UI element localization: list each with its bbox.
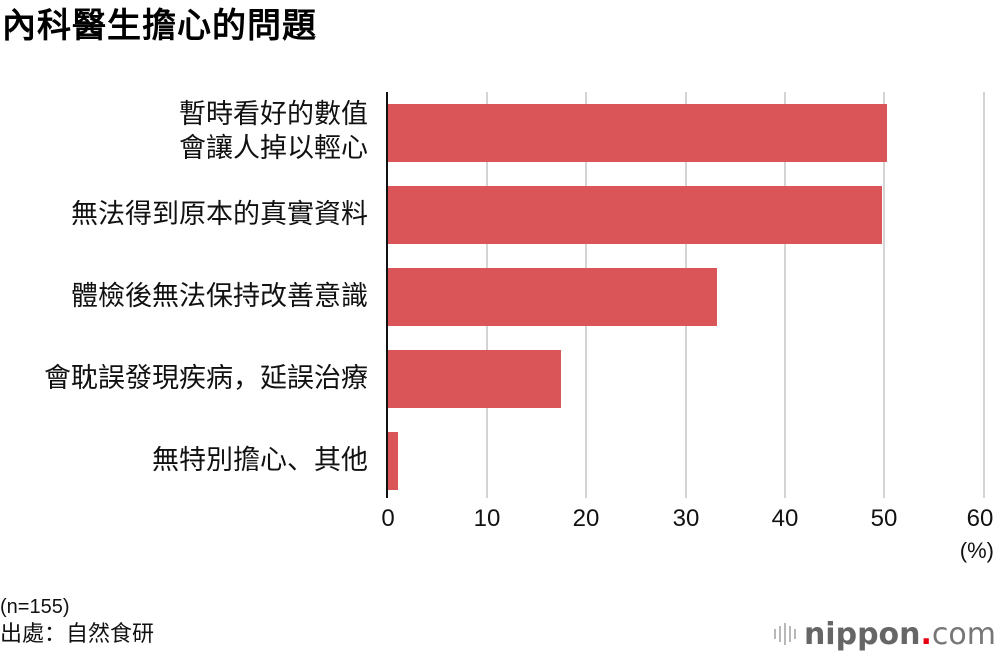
category-label-5: 無特別擔心、其他 — [152, 445, 368, 476]
category-label-1-line2: 會讓人掉以輕心 — [179, 133, 368, 164]
bar-1 — [388, 104, 887, 162]
bar-3 — [388, 268, 717, 326]
logo-soundwave-icon — [773, 623, 796, 645]
gridline-60 — [983, 92, 985, 498]
sample-size-note: (n=155) — [0, 596, 70, 618]
logo-brand: nippon — [803, 616, 921, 652]
logo-dot: . — [920, 616, 932, 652]
x-tick-50: 50 — [870, 505, 898, 532]
x-tick-20: 20 — [572, 505, 600, 532]
x-tick-40: 40 — [771, 505, 799, 532]
chart-title: 內科醫生擔心的問題 — [2, 6, 317, 46]
category-label-2: 無法得到原本的真實資料 — [71, 199, 368, 230]
source-note: 出處：自然食研 — [0, 622, 155, 647]
x-tick-10: 10 — [473, 505, 501, 532]
x-axis-unit: (%) — [959, 538, 994, 563]
category-label-3: 體檢後無法保持改善意識 — [71, 281, 368, 312]
bar-5 — [388, 432, 398, 490]
y-axis-line — [386, 92, 388, 498]
nippon-logo: nippon.com — [773, 614, 996, 654]
category-label-1: 暫時看好的數值 會讓人掉以輕心 — [179, 98, 368, 166]
bar-4 — [388, 350, 561, 408]
x-tick-0: 0 — [381, 505, 395, 532]
logo-wordmark: nippon.com — [804, 617, 996, 652]
gridline-40 — [784, 92, 786, 498]
logo-tld: com — [931, 616, 996, 652]
bar-2 — [388, 186, 882, 244]
category-label-4: 會耽誤發現疾病，延誤治療 — [44, 363, 368, 394]
x-tick-30: 30 — [672, 505, 700, 532]
x-tick-60: 60 — [966, 505, 994, 532]
gridline-50 — [883, 92, 885, 498]
category-label-1-line1: 暫時看好的數值 — [179, 99, 368, 130]
